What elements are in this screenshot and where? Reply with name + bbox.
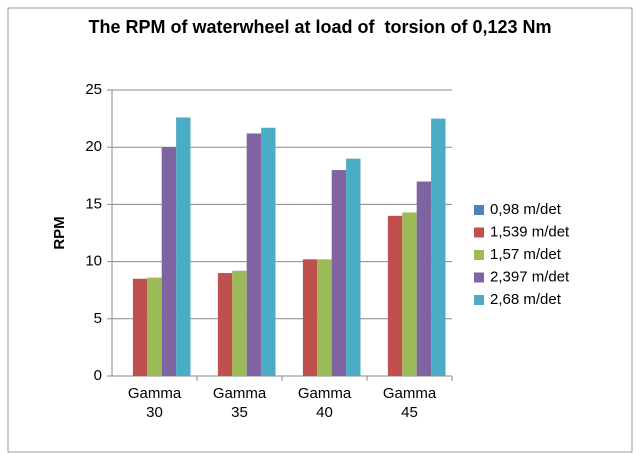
bar: [132, 278, 148, 376]
y-tick-label: 20: [85, 138, 102, 155]
x-tick-label: Gamma 40: [297, 385, 352, 421]
bar: [246, 133, 262, 376]
legend-swatch: [474, 272, 484, 283]
bar: [232, 270, 247, 376]
y-tick-label: 10: [85, 253, 102, 270]
bar: [217, 273, 233, 376]
bar: [317, 259, 332, 376]
y-tick-label: 5: [94, 310, 102, 327]
chart-border: [7, 7, 633, 453]
bar: [431, 118, 446, 376]
legend-label: 2,397 m/det: [490, 268, 570, 285]
bar: [331, 170, 347, 376]
x-tick-label: Gamma 45: [382, 385, 437, 421]
legend-label: 0,98 m/det: [490, 201, 562, 218]
legend-swatch: [474, 295, 484, 305]
bar: [402, 212, 417, 376]
bar: [387, 215, 403, 376]
bar: [261, 127, 276, 376]
legend-swatch: [474, 227, 484, 238]
legend-swatch: [474, 205, 484, 215]
legend-label: 2,68 m/det: [490, 291, 562, 308]
legend-label: 1,57 m/det: [490, 246, 562, 263]
legend-swatch: [474, 250, 484, 260]
bar: [302, 259, 318, 376]
bar: [147, 277, 162, 376]
y-tick-label: 15: [85, 195, 102, 212]
y-tick-label: 0: [94, 367, 102, 384]
y-axis-label: RPM: [51, 216, 68, 249]
bar: [176, 117, 191, 377]
bar: [416, 181, 432, 376]
bar: [161, 147, 177, 376]
x-tick-label: Gamma 35: [212, 385, 267, 421]
y-tick-label: 25: [85, 81, 102, 98]
bar: [346, 158, 361, 376]
chart-title: The RPM of waterwheel at load of torsion…: [88, 17, 552, 37]
legend-label: 1,539 m/det: [490, 223, 570, 240]
x-tick-label: Gamma 30: [127, 385, 182, 421]
